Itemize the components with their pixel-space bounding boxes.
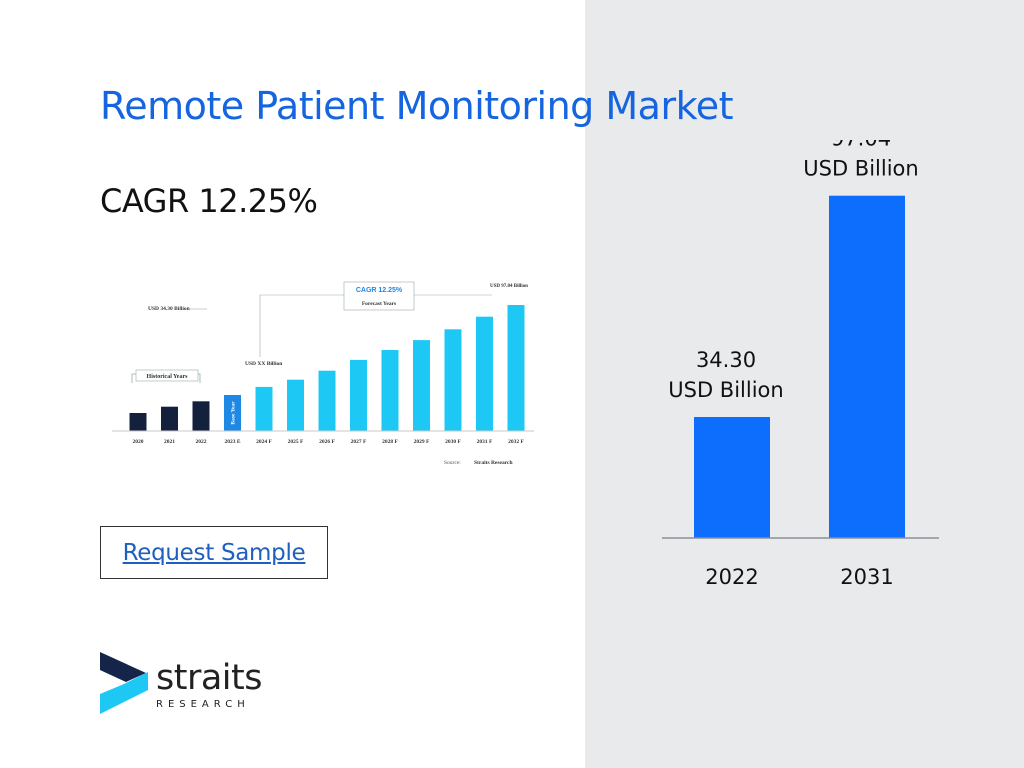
data-label-2022-line-0: 34.30 xyxy=(696,348,756,372)
thumb-tick-2025-F: 2025 F xyxy=(288,439,304,445)
thumb-bar-2024-F xyxy=(255,386,273,431)
forecast-label: Forecast Years xyxy=(362,301,396,307)
historical-label: Historical Years xyxy=(147,374,189,380)
thumb-tick-2029-F: 2029 F xyxy=(414,439,430,445)
thumb-tick-2031-F: 2031 F xyxy=(477,439,493,445)
start-value-label: USD 34.30 Billion xyxy=(148,306,190,312)
thumb-tick-2026-F: 2026 F xyxy=(319,439,335,445)
logo-subtitle: RESEARCH xyxy=(156,699,250,710)
thumbnail-chart: 2020 2021 2022 2023 E Base Year 2024 F 2025 F 2… xyxy=(112,281,534,466)
request-sample-box: Request Sample xyxy=(100,526,328,579)
right-panel xyxy=(585,0,1024,768)
main-bar-chart: 2022 34.30 USD Billion 2031 97.04 USD Billion xyxy=(662,140,939,589)
historical-label-box xyxy=(135,369,199,382)
bar-2031 xyxy=(829,195,905,539)
logo-cyan-chevron xyxy=(100,672,148,714)
logo-wordmark: straits xyxy=(156,658,262,698)
page-title: Remote Patient Monitoring Market xyxy=(100,84,734,128)
thumb-tick-2021: 2021 xyxy=(164,439,175,445)
thumb-tick-2024-F: 2024 F xyxy=(256,439,272,445)
thumb-bar-2022 xyxy=(192,401,210,431)
logo-dark-chevron xyxy=(100,652,146,682)
base-year-label: Base Year xyxy=(231,401,237,425)
thumb-tick-2032-F: 2032 F xyxy=(508,439,524,445)
mid-value-label: USD XX Billion xyxy=(245,361,282,367)
thumb-bar-2025-F xyxy=(287,379,304,431)
straits-logo-mark xyxy=(100,652,148,714)
cagr-box xyxy=(343,281,415,311)
source-name: Straits Research xyxy=(474,460,513,466)
thumb-tick-2022: 2022 xyxy=(196,439,207,445)
bar-2022 xyxy=(694,417,770,538)
thumb-tick-2030-F: 2030 F xyxy=(445,439,461,445)
thumb-bar-2020 xyxy=(129,413,147,431)
thumb-tick-2023-E: 2023 E xyxy=(224,439,240,445)
thumb-bar-2026-F xyxy=(318,370,336,431)
thumb-bar-2032-F xyxy=(507,305,525,431)
cagr-text: CAGR 12.25% xyxy=(100,182,318,220)
data-label-2022-line-1: USD Billion xyxy=(668,378,783,402)
thumb-bar-2021 xyxy=(161,406,178,431)
x-tick-2031: 2031 xyxy=(840,565,893,589)
thumb-bar-2023-E xyxy=(224,395,241,431)
thumb-tick-2020: 2020 xyxy=(133,439,144,445)
thumb-bar-2030-F xyxy=(444,329,462,431)
thumb-tick-2027-F: 2027 F xyxy=(351,439,367,445)
data-label-2031-line-1: USD Billion xyxy=(803,157,918,181)
request-sample-link[interactable]: Request Sample xyxy=(122,539,306,566)
cagr-box-label: CAGR 12.25% xyxy=(356,287,403,294)
cagr-connector xyxy=(259,294,344,357)
thumb-tick-2028-F: 2028 F xyxy=(382,439,398,445)
thumb-bar-2031-F xyxy=(476,316,493,431)
thumb-bar-2029-F xyxy=(413,340,430,431)
source-label: Source: xyxy=(444,460,461,466)
thumb-bar-2028-F xyxy=(381,350,399,431)
data-label-2031-line-0: 97.04 xyxy=(831,140,891,151)
end-value-label: USD 97.04 Billion xyxy=(490,284,528,289)
x-tick-2022: 2022 xyxy=(705,565,758,589)
thumb-bar-2027-F xyxy=(350,359,367,431)
